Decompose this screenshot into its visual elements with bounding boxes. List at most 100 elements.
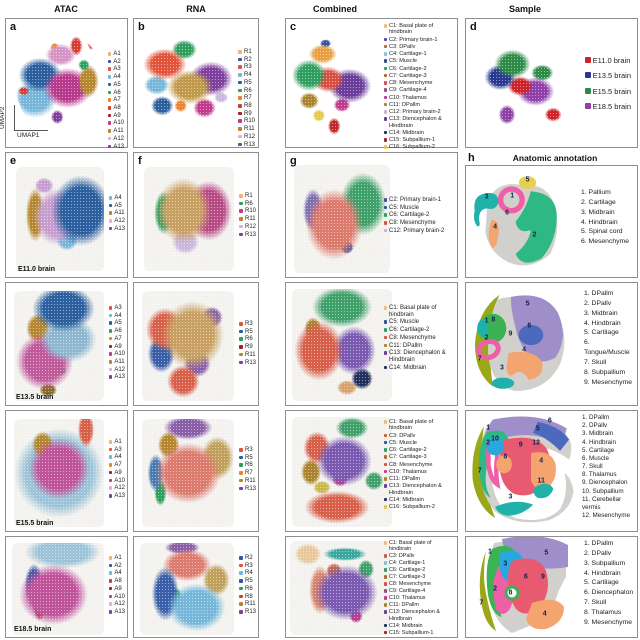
anatomy-number: 5	[544, 549, 549, 557]
legend-label: C3: DPallv	[389, 43, 416, 50]
legend-label: R3	[244, 321, 253, 327]
anatomy-number: 6	[523, 573, 528, 581]
rna-spatial-map-e15	[142, 419, 234, 527]
legend-swatch	[239, 337, 243, 341]
legend-label: C11: DPallm	[389, 476, 420, 482]
anatomic-annotation-title: Anatomic annotation	[512, 153, 598, 163]
legend-swatch	[383, 623, 387, 628]
legend-label: A13	[113, 143, 124, 150]
legend-swatch	[383, 477, 387, 481]
rna-spatial-legend: R3 R5 R6 R7 R11 R13	[239, 447, 256, 492]
legend-item: C16: Subpallium-2	[383, 504, 456, 510]
panel-f-row1: f R1 R6 R10 R11 R12 R13	[133, 152, 259, 278]
atac-spatial-map-e18	[12, 543, 104, 635]
anatomy-list: 1. DPallm 2. DPallv 3. Midbrain 4. Hindbrai…	[582, 414, 640, 520]
legend-label: C11: DPallm	[389, 342, 423, 349]
legend-item: R13	[239, 232, 256, 239]
anatomy-number: 3	[508, 493, 513, 501]
legend-label: A12	[114, 218, 125, 225]
panel-f-row2: R3 R5 R6 R9 R11 R13	[133, 282, 259, 406]
rna-umap-legend: R1 R2 R3 R4 R5 R6 R7 R8 R9 R10 R11 R12 R13	[238, 49, 255, 148]
panel-g-row2: C1: Basal plate of hindbrain C5: Muscle C6…	[285, 282, 458, 406]
legend-item: C14: Midbrain	[383, 622, 456, 629]
legend-label: E15.5 brain	[592, 86, 631, 96]
legend-swatch	[107, 52, 112, 56]
legend-swatch	[584, 57, 591, 63]
legend-label: C14: Midbrain	[389, 622, 423, 629]
stage-label: E13.5 brain	[16, 394, 54, 401]
legend-swatch	[238, 50, 242, 54]
anatomy-list-item: 6. Muscle	[582, 454, 609, 462]
anatomy-list-item: 10. Subpallium	[582, 487, 624, 495]
sample-umap-plot	[474, 31, 584, 141]
panel-letter: b	[138, 21, 145, 33]
anatomy-list-item: 12. Mesenchyme	[582, 512, 630, 520]
legend-label: R11	[244, 216, 256, 223]
legend-item: R11	[239, 478, 256, 485]
anatomy-number: 6	[505, 209, 509, 217]
legend-label: C1: Basal plate of hindbrain	[389, 540, 432, 553]
legend-swatch	[383, 102, 387, 107]
combined-umap-legend: C1: Basal plate of hindbrain C2: Primary …	[383, 23, 456, 151]
legend-item: R2	[239, 555, 256, 562]
legend-item: A2	[108, 563, 125, 570]
legend-swatch	[108, 610, 113, 614]
legend-swatch	[108, 313, 113, 318]
legend-label: R13	[244, 609, 256, 616]
legend-swatch	[108, 478, 113, 483]
legend-swatch	[383, 228, 387, 233]
legend-swatch	[108, 563, 113, 568]
panel-letter: f	[138, 155, 142, 167]
legend-swatch	[108, 594, 113, 599]
legend-label: C13: Diencephalon & Hindbrain	[389, 350, 446, 364]
legend-item: C3: DPallv	[383, 432, 456, 439]
anatomy-number: 5	[535, 425, 540, 433]
legend-label: C16: Subpallium-2	[389, 144, 436, 151]
legend-item: A3	[108, 447, 125, 454]
legend-item: C1: Basal plate of hindbrain	[383, 419, 456, 432]
legend-label: R7	[243, 95, 252, 102]
legend-item: C8: Mesenchyme	[383, 220, 456, 227]
legend-label: R4	[244, 570, 253, 577]
legend-label: R11	[243, 126, 255, 133]
legend-swatch	[108, 329, 113, 333]
legend-label: C3: DPallv	[389, 432, 416, 439]
panel-e-row2: E13.5 brain A3 A4 A5 A6 A7 A9 A10 A11 A12 A13	[5, 282, 128, 406]
panel-e-row3: E15.5 brain A1 A3 A4 A7 A9 A10 A12 A13	[5, 410, 128, 532]
stage-label: E18.5 brain	[14, 626, 52, 633]
legend-label: C8: Mesenchyme	[389, 334, 436, 341]
legend-swatch	[383, 130, 387, 135]
panel-letter: c	[290, 21, 297, 33]
legend-label: A10	[114, 477, 125, 484]
combined-umap-plot	[292, 35, 388, 141]
legend-swatch	[383, 433, 387, 437]
legend-label: C14: Midbrain	[389, 364, 427, 371]
legend-item: A12	[108, 218, 125, 225]
legend-item: R3	[239, 321, 256, 328]
legend-swatch	[383, 630, 387, 635]
legend-swatch	[584, 72, 591, 79]
legend-swatch	[584, 102, 591, 109]
legend-swatch	[383, 455, 387, 459]
anatomy-number: 1	[510, 192, 515, 200]
legend-swatch	[108, 352, 113, 356]
legend-item: C6: Cartilage-2	[383, 212, 456, 219]
legend-swatch	[108, 602, 113, 606]
legend-item: C6: Cartilage-2	[383, 567, 456, 573]
panel-e-row1: e E11.0 brain A4 A5 A11 A12 A13	[5, 152, 128, 278]
legend-label: A11	[114, 359, 125, 366]
anatomy-number: 12	[532, 439, 541, 447]
legend-label: A13	[114, 374, 125, 381]
anatomy-number: 2	[484, 334, 489, 342]
legend-item: A4	[107, 74, 124, 81]
legend-swatch	[383, 117, 387, 121]
legend-item: C3: DPallv	[383, 553, 456, 559]
legend-swatch	[383, 335, 387, 340]
legend-item: A4	[108, 195, 125, 202]
legend-swatch	[108, 219, 113, 223]
legend-item: R6	[238, 88, 255, 95]
legend-swatch	[239, 463, 243, 467]
legend-label: A4	[114, 570, 122, 577]
legend-item: A6	[107, 90, 124, 97]
legend-swatch	[383, 582, 387, 586]
